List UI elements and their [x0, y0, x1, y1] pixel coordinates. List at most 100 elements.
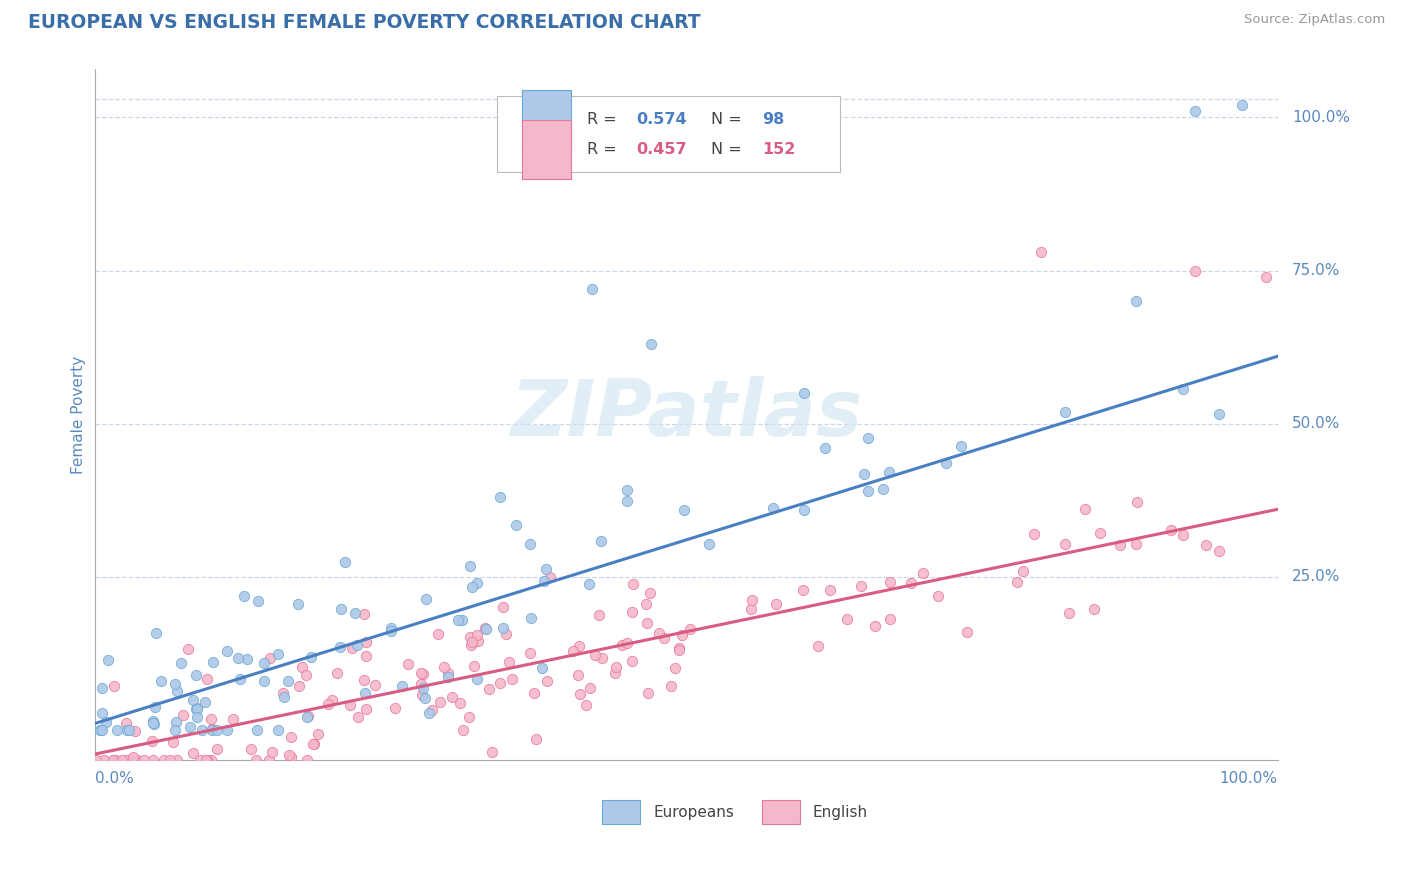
Point — [1074, 501, 1097, 516]
Point — [110, 753, 132, 767]
Point — [741, 593, 763, 607]
Point — [181, 693, 204, 707]
Point — [467, 673, 489, 687]
Point — [364, 678, 387, 692]
Point — [271, 686, 294, 700]
Point — [1125, 537, 1147, 551]
Point — [240, 741, 263, 756]
Point — [302, 737, 325, 751]
Point — [246, 594, 269, 608]
Point — [84, 753, 107, 767]
Point — [447, 613, 470, 627]
Point — [879, 465, 901, 479]
Text: N =: N = — [711, 112, 747, 127]
Point — [467, 634, 489, 648]
Point — [165, 677, 187, 691]
Point — [530, 661, 553, 675]
Point — [765, 597, 787, 611]
Point — [1083, 602, 1105, 616]
Text: 100.0%: 100.0% — [1292, 110, 1350, 125]
Point — [1090, 525, 1112, 540]
Point — [152, 753, 174, 767]
FancyBboxPatch shape — [602, 800, 640, 824]
Point — [190, 723, 212, 737]
Point — [115, 723, 138, 737]
Point — [316, 697, 339, 711]
Text: 152: 152 — [762, 142, 796, 157]
Text: R =: R = — [586, 142, 621, 157]
Point — [935, 456, 957, 470]
Point — [1109, 538, 1132, 552]
Point — [384, 701, 406, 715]
Point — [492, 600, 515, 615]
Point — [437, 670, 460, 684]
Point — [257, 753, 280, 767]
Point — [616, 483, 638, 497]
Point — [302, 737, 325, 751]
Point — [124, 724, 146, 739]
Point — [621, 654, 644, 668]
Text: ZIPatlas: ZIPatlas — [510, 376, 862, 452]
Point — [411, 688, 433, 702]
Point — [583, 648, 606, 662]
Point — [793, 502, 815, 516]
Point — [461, 580, 484, 594]
Point — [353, 686, 375, 700]
Point — [1171, 527, 1194, 541]
Point — [215, 723, 238, 737]
Point — [474, 622, 496, 636]
Point — [299, 649, 322, 664]
Point — [115, 753, 138, 767]
Point — [461, 635, 484, 649]
FancyBboxPatch shape — [496, 96, 839, 172]
Point — [429, 694, 451, 708]
Point — [668, 641, 690, 656]
Point — [927, 589, 949, 603]
Point — [105, 723, 128, 737]
Point — [501, 673, 523, 687]
Point — [333, 555, 356, 569]
Point — [673, 503, 696, 517]
Point — [858, 483, 880, 498]
Point — [165, 715, 187, 730]
Text: R =: R = — [586, 112, 621, 127]
Point — [396, 657, 419, 672]
Point — [1029, 245, 1052, 260]
Point — [879, 575, 901, 590]
Point — [91, 723, 114, 737]
Point — [340, 641, 363, 656]
Point — [1208, 407, 1230, 421]
Point — [201, 656, 224, 670]
Point — [90, 706, 112, 721]
Point — [458, 630, 481, 644]
Point — [422, 704, 444, 718]
Point — [519, 537, 541, 551]
Point — [141, 715, 163, 730]
Point — [412, 666, 434, 681]
Point — [491, 621, 513, 635]
Point — [166, 684, 188, 698]
Point — [1053, 405, 1076, 419]
Point — [872, 482, 894, 496]
Point — [620, 605, 643, 619]
Point — [200, 753, 222, 767]
Point — [127, 753, 149, 767]
Text: 50.0%: 50.0% — [1292, 416, 1340, 431]
Point — [409, 665, 432, 680]
Point — [792, 583, 814, 598]
Point — [578, 681, 600, 696]
Text: 0.0%: 0.0% — [94, 772, 134, 787]
Point — [347, 710, 370, 724]
Point — [1171, 383, 1194, 397]
Point — [412, 681, 434, 695]
Point — [246, 723, 269, 737]
Point — [659, 679, 682, 693]
Point — [818, 582, 841, 597]
Point — [489, 490, 512, 504]
Point — [326, 665, 349, 680]
Point — [295, 668, 318, 682]
Point — [391, 679, 413, 693]
Point — [451, 613, 474, 627]
Point — [143, 700, 166, 714]
Point — [97, 653, 120, 667]
